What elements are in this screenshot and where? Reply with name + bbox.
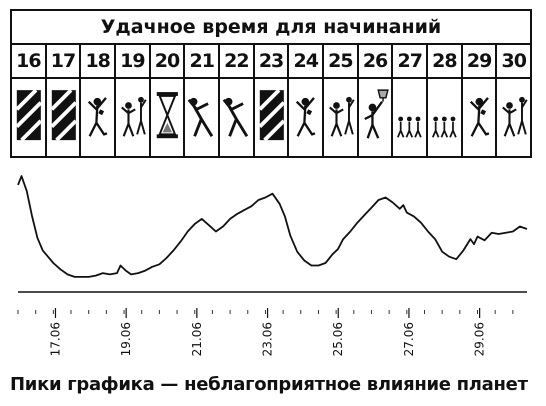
x-tick-label: 21.06: [190, 322, 204, 356]
marching-figures-icon: [397, 116, 423, 138]
hatched-block-icon: [258, 88, 285, 142]
day-cell: 21: [185, 45, 221, 158]
day-number: 25: [324, 45, 357, 79]
dancing-pair-icon: [121, 96, 147, 137]
x-tick-label: 23.06: [261, 322, 275, 356]
planet-influence-chart: 17.06 19.06 21.06 23.06 25.06 27.06 29.06: [17, 175, 528, 356]
x-tick-label: 19.06: [119, 322, 133, 356]
day-number: 24: [289, 45, 323, 79]
day-cell: 23: [254, 45, 290, 158]
dancing-figure-icon: [88, 97, 108, 137]
day-cell: 29: [462, 45, 498, 158]
lucky-days-calendar: Удачное время для начинаний 16 17 18 19 20 21…: [10, 9, 532, 158]
figure-with-trophy-icon: [363, 89, 389, 139]
day-number: 20: [150, 45, 184, 79]
x-tick-label: 29.06: [473, 322, 487, 356]
day-cell: 28: [428, 45, 463, 158]
day-number: 29: [462, 45, 496, 79]
hatched-block-icon: [50, 88, 77, 142]
day-number: 19: [116, 45, 149, 79]
day-cell: 22: [220, 45, 255, 158]
stretching-figure-icon: [188, 97, 214, 138]
day-cell: 18: [81, 45, 117, 158]
day-number: 21: [185, 45, 219, 79]
day-cell: 26: [358, 45, 394, 158]
dancing-figure-icon: [296, 97, 316, 137]
day-cell: 17: [46, 45, 82, 158]
day-number: 23: [254, 45, 288, 79]
x-tick-label: 25.06: [331, 322, 345, 356]
day-number: 18: [81, 45, 115, 79]
day-number: 28: [428, 45, 461, 79]
chart-caption: Пики графика — неблагоприятное влияние п…: [10, 373, 528, 395]
day-number: 22: [220, 45, 253, 79]
hourglass-icon: [156, 92, 178, 139]
day-cell: 20: [150, 45, 186, 158]
day-cell: 16: [12, 45, 47, 158]
day-number: 16: [12, 45, 45, 79]
stretching-figure-icon: [222, 97, 249, 138]
day-cell: 25: [324, 45, 359, 158]
day-number: 17: [46, 45, 80, 79]
day-cell: 27: [393, 45, 429, 158]
dancing-pair-icon: [502, 96, 529, 137]
day-number: 26: [358, 45, 392, 79]
hatched-block-icon: [15, 88, 43, 142]
x-tick-label: 27.06: [402, 322, 416, 356]
dancing-pair-icon: [329, 96, 355, 137]
day-cell: 30: [497, 45, 531, 158]
calendar-day-row: 16 17 18 19 20 21 22 23 24 25 26 27 28 29 30: [12, 45, 531, 158]
day-cell: 24: [289, 45, 325, 158]
series-line: [17, 175, 528, 278]
day-number: 27: [393, 45, 427, 79]
dancing-figure-icon: [469, 97, 490, 137]
day-number: 30: [497, 45, 531, 79]
day-cell: 19: [116, 45, 151, 158]
calendar-title: Удачное время для начинаний: [12, 11, 530, 45]
x-tick-label: 17.06: [48, 322, 62, 356]
marching-figures-icon: [432, 116, 457, 138]
